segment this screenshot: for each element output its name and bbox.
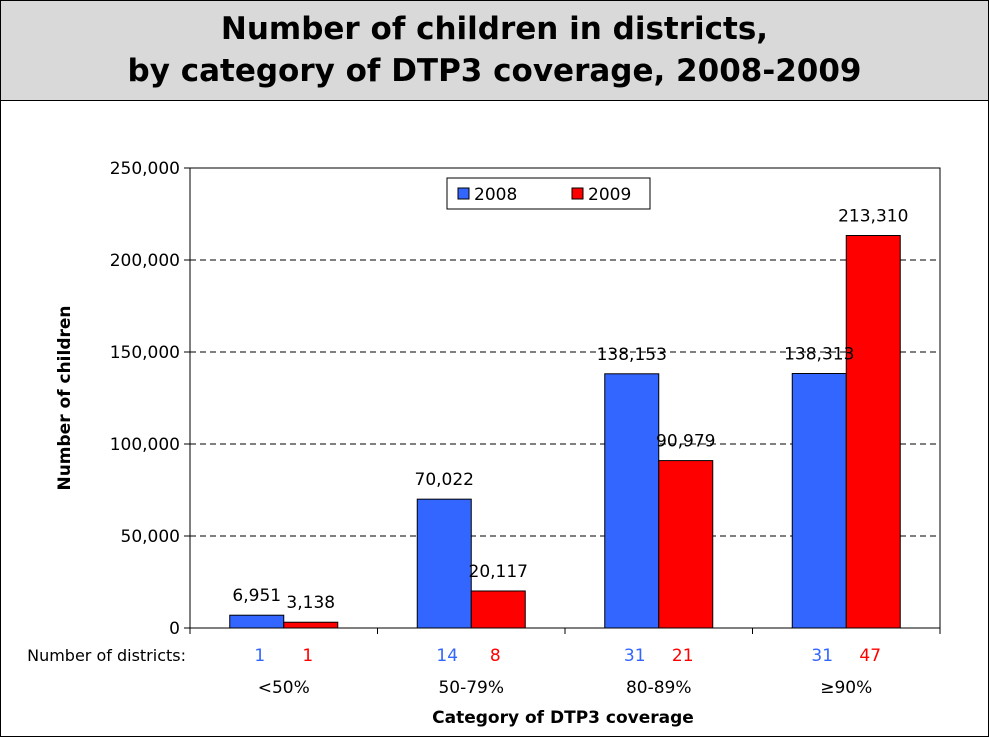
- district-count-2009: 21: [672, 646, 694, 666]
- legend-swatch-2009: [571, 187, 584, 200]
- legend-label-2008: 2008: [474, 185, 517, 205]
- legend-box: [446, 177, 651, 210]
- x-tick-label: 50-79%: [438, 678, 504, 698]
- bar-2009: [658, 460, 714, 629]
- x-axis-title: Category of DTP3 coverage: [432, 708, 694, 728]
- district-count-2009: 8: [490, 646, 501, 666]
- bar-2008: [416, 498, 472, 629]
- bar-2008: [229, 614, 285, 629]
- y-tick-label: 150,000: [110, 343, 180, 363]
- y-axis-title: Number of children: [55, 305, 75, 490]
- x-tick-label: <50%: [258, 678, 310, 698]
- data-label-2009: 3,138: [286, 593, 335, 613]
- y-tick-label: 250,000: [110, 159, 180, 179]
- bar-2008: [791, 373, 847, 629]
- district-count-2008: 1: [254, 646, 265, 666]
- data-label-2008: 70,022: [415, 470, 474, 490]
- x-tick-label: 80-89%: [626, 678, 692, 698]
- data-label-2008: 6,951: [232, 586, 281, 606]
- district-count-2008: 31: [811, 646, 833, 666]
- district-count-2008: 14: [436, 646, 458, 666]
- y-tick-label: 200,000: [110, 251, 180, 271]
- district-count-2009: 1: [302, 646, 313, 666]
- district-count-2009: 47: [859, 646, 881, 666]
- chart-title-line-1: Number of children in districts,: [220, 11, 769, 47]
- bar-2009: [845, 235, 901, 629]
- data-label-2009: 20,117: [469, 562, 528, 582]
- y-tick-label: 0: [169, 619, 180, 639]
- y-tick-label: 100,000: [110, 435, 180, 455]
- title-box: Number of children in districts, by cate…: [1, 1, 988, 101]
- chart-title-line-2: by category of DTP3 coverage, 2008-2009: [127, 53, 862, 89]
- legend-swatch-2008: [457, 187, 470, 200]
- district-count-2008: 31: [624, 646, 646, 666]
- y-tick-label: 50,000: [121, 527, 180, 547]
- x-tick-label: ≥90%: [820, 678, 872, 698]
- data-label-2009: 90,979: [656, 432, 715, 452]
- bar-2009: [470, 590, 526, 629]
- data-label-2008: 138,153: [597, 345, 667, 365]
- legend-label-2009: 2009: [588, 185, 631, 205]
- data-label-2009: 213,310: [838, 207, 908, 227]
- districts-row-label: Number of districts:: [27, 646, 186, 665]
- bar-2008: [604, 373, 660, 629]
- data-label-2008: 138,313: [784, 345, 854, 365]
- bar-2009: [283, 621, 339, 629]
